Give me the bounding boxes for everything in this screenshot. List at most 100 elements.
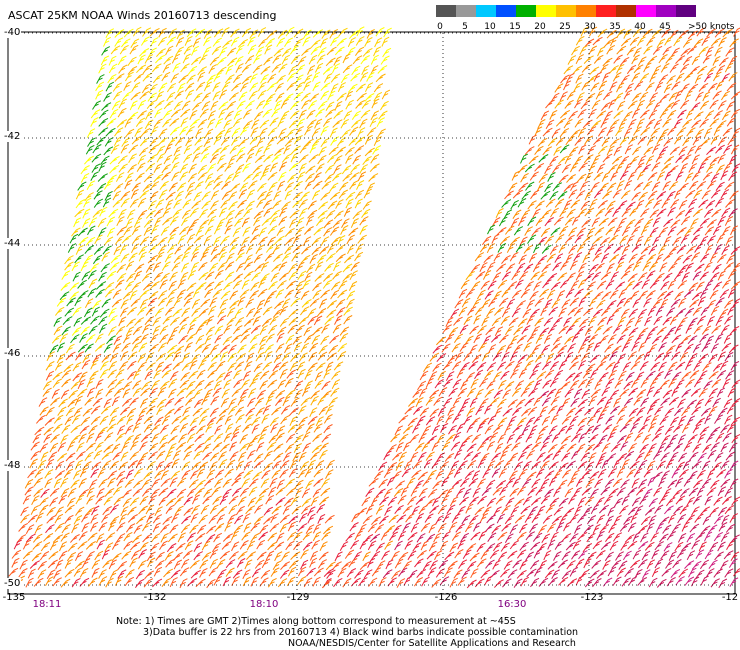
wind-barb [314, 371, 323, 382]
wind-barb [334, 315, 343, 325]
wind-barb [558, 325, 569, 335]
wind-barb [732, 298, 740, 308]
wind-barb [206, 525, 217, 535]
wind-barb [619, 56, 630, 67]
wind-barb [217, 307, 227, 318]
wind-barb [108, 360, 118, 371]
wind-barb [541, 361, 552, 371]
wind-barb [194, 433, 205, 443]
wind-barb [565, 372, 576, 382]
wind-barb [89, 263, 99, 273]
wind-barb [296, 171, 306, 182]
wind-barb [255, 351, 265, 362]
wind-barb [453, 569, 463, 579]
wind-barb [242, 162, 251, 173]
wind-barb [561, 551, 571, 561]
wind-barb [709, 289, 719, 300]
wind-barb [301, 245, 312, 255]
wind-barb [660, 397, 671, 407]
wind-barb [600, 353, 611, 363]
wind-barb [644, 541, 655, 551]
wind-barb [33, 488, 44, 497]
wind-barb [132, 380, 142, 390]
wind-barb [229, 451, 239, 461]
wind-barb [212, 236, 222, 247]
wind-barb [343, 206, 352, 217]
wind-barb [674, 134, 684, 145]
wind-barb [241, 75, 252, 85]
wind-barb [668, 91, 678, 102]
wind-barb [545, 119, 555, 130]
wind-barb [122, 381, 133, 391]
wind-barb [312, 488, 322, 498]
legend-swatch [656, 5, 676, 17]
wind-barb [304, 380, 313, 390]
wind-barb [64, 255, 74, 265]
wind-barb [532, 208, 541, 219]
wind-barb [345, 191, 356, 201]
legend-swatch [516, 5, 536, 17]
wind-barb [620, 190, 631, 200]
wind-barb [594, 227, 605, 236]
wind-barb [74, 296, 83, 307]
wind-barb [718, 578, 728, 589]
wind-barb [57, 406, 67, 416]
wind-barb [70, 424, 81, 434]
wind-barb [669, 29, 679, 40]
wind-barb [571, 354, 581, 364]
wind-barb [691, 576, 700, 587]
wind-barb [192, 145, 203, 155]
wind-barb [677, 513, 687, 524]
wind-barb [239, 82, 249, 93]
wind-barb [301, 47, 312, 57]
wind-barb [517, 417, 527, 427]
wind-barb [428, 371, 438, 381]
wind-barb [307, 65, 316, 75]
wind-barb [500, 315, 510, 326]
wind-barb [365, 487, 375, 497]
wind-barb [568, 244, 578, 254]
wind-barb [652, 45, 663, 55]
wind-barb [603, 38, 614, 48]
wind-barb [198, 54, 208, 64]
wind-barb [568, 110, 578, 120]
wind-barb [544, 470, 555, 480]
wind-barb [270, 272, 280, 282]
wind-barb [71, 577, 81, 588]
wind-barb [532, 362, 542, 372]
wind-barb [263, 506, 274, 516]
wind-barb [287, 324, 297, 334]
wind-barb [105, 28, 115, 38]
wind-barb [221, 388, 230, 399]
wind-barb [213, 575, 223, 586]
wind-barb [571, 449, 580, 460]
wind-barb [599, 504, 610, 514]
wind-barb [403, 575, 413, 586]
wind-barb [281, 352, 291, 362]
wind-barb [451, 513, 461, 523]
wind-barb [243, 207, 253, 218]
wind-barb [692, 423, 702, 434]
wind-barb [146, 512, 155, 523]
wind-barb [258, 531, 269, 541]
wind-barb [222, 488, 232, 498]
wind-barb [496, 361, 507, 371]
wind-barb [564, 216, 575, 226]
wind-barb [404, 540, 413, 550]
wind-barb [302, 531, 313, 541]
wind-barb [225, 217, 234, 228]
wind-barb [301, 505, 311, 515]
wind-barb [160, 272, 170, 282]
wind-barb [343, 306, 353, 316]
wind-barb [106, 423, 117, 433]
wind-barb [504, 381, 515, 391]
wind-barb [571, 469, 580, 480]
lat-label: -42 [3, 131, 22, 142]
wind-barb [309, 93, 320, 103]
wind-barb [235, 460, 245, 471]
wind-barb [542, 146, 553, 156]
wind-barb [715, 297, 725, 307]
wind-barb [171, 458, 180, 469]
wind-barb [264, 190, 273, 201]
wind-barb [197, 164, 208, 174]
